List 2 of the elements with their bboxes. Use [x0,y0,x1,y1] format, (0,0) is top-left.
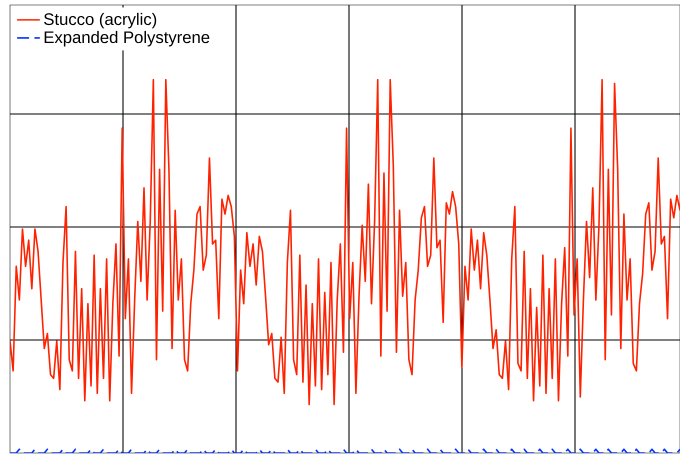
legend-label: Expanded Polystyrene [44,30,210,46]
legend-label: Stucco (acrylic) [44,12,156,28]
